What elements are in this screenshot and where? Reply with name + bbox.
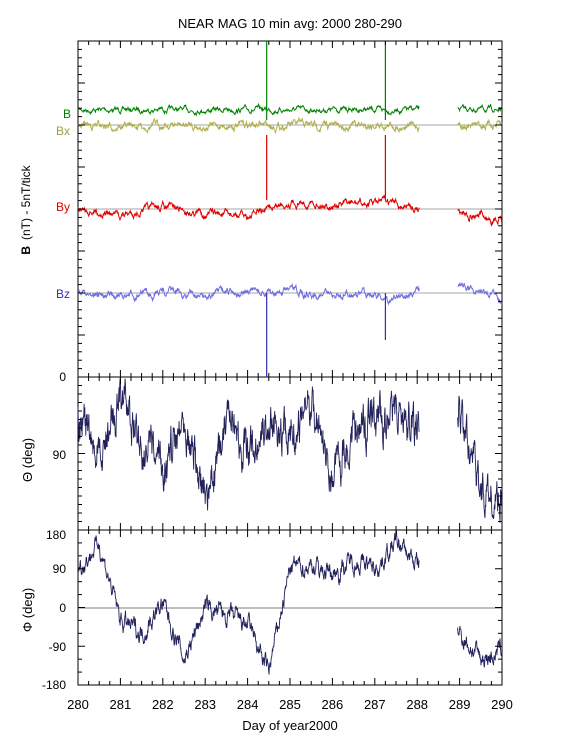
label-b: B — [63, 107, 71, 121]
x-tick-label-289: 289 — [449, 697, 471, 712]
phi-ytick-0: 0 — [59, 601, 66, 615]
phi-ytick-m90: -90 — [49, 640, 67, 654]
series-phi-line — [77, 530, 503, 675]
x-tick-label-288: 288 — [406, 697, 428, 712]
chart-title: NEAR MAG 10 min avg: 2000 280-290 — [178, 16, 402, 31]
label-bx: Bx — [56, 124, 70, 138]
x-tick-label-286: 286 — [322, 697, 344, 712]
x-tick-label-285: 285 — [279, 697, 301, 712]
tick-layer — [77, 40, 503, 686]
theta-ytick-90: 90 — [53, 448, 67, 462]
series-bz-line — [77, 282, 503, 306]
x-tick-label-280: 280 — [67, 697, 89, 712]
phi-ytick-m180: -180 — [42, 678, 66, 692]
x-tick-label-284: 284 — [237, 697, 259, 712]
series-bx-line — [77, 116, 503, 135]
label-bz: Bz — [56, 287, 70, 301]
series-layer — [77, 41, 503, 675]
phi-ytick-180: 180 — [46, 528, 66, 542]
series-b-line — [77, 102, 503, 117]
theta-ytick-0: 0 — [59, 370, 66, 384]
theta-ylabel: Θ (deg) — [20, 438, 35, 482]
x-tick-label-290: 290 — [491, 697, 513, 712]
series-by-line — [77, 194, 503, 228]
panel-phi-frame — [77, 529, 503, 686]
b-ylabel: B (nT) - 5nT/tick — [19, 164, 33, 254]
x-tick-label-281: 281 — [110, 697, 132, 712]
b-ylabel-rest: (nT) - 5nT/tick — [19, 164, 33, 240]
b-ylabel-bold: B — [19, 246, 33, 255]
x-tick-label-287: 287 — [364, 697, 386, 712]
x-tick-labels: 280 281 282 283 284 285 286 287 288 289 290 — [67, 697, 513, 712]
label-by: By — [56, 200, 70, 214]
phi-ytick-90: 90 — [53, 562, 67, 576]
x-tick-label-283: 283 — [194, 697, 216, 712]
series-theta-line — [77, 378, 503, 523]
x-tick-label-282: 282 — [152, 697, 174, 712]
x-axis-label: Day of year2000 — [242, 718, 337, 733]
phi-ylabel: Φ (deg) — [20, 588, 35, 632]
